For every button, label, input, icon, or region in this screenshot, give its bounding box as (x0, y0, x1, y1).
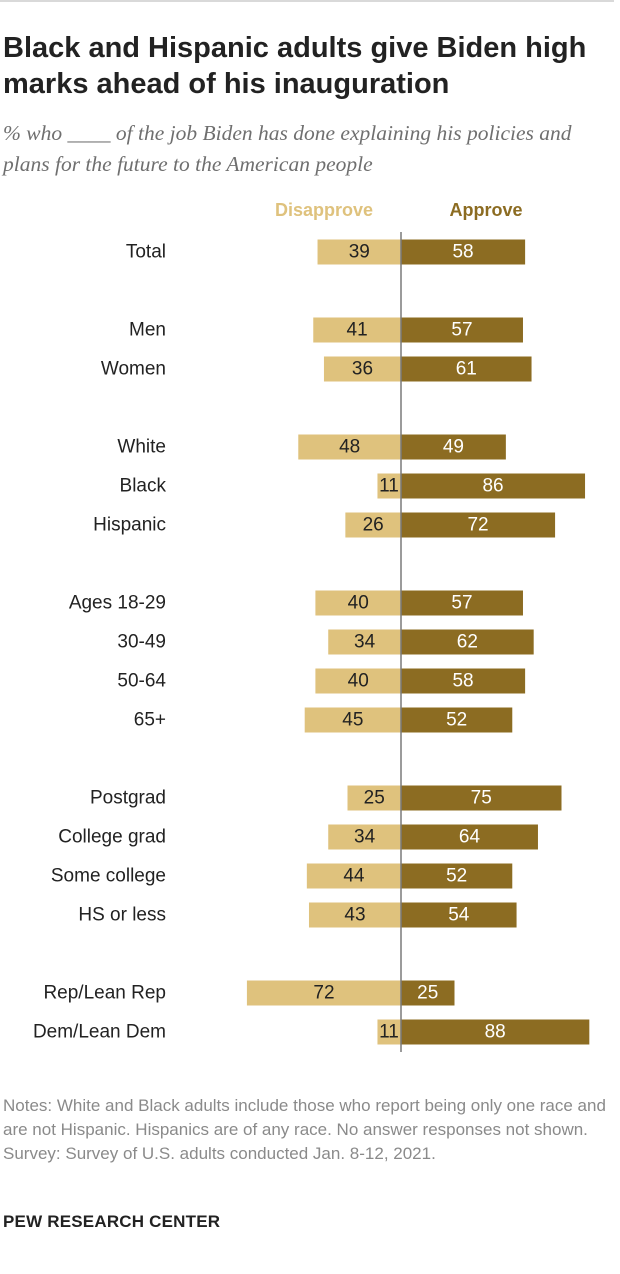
bar-disapprove-30-49 (328, 629, 401, 655)
value-approve-dem-lean-dem: 88 (485, 1022, 506, 1043)
bar-disapprove-hs-or-less (308, 902, 401, 928)
value-approve-college-grad: 64 (459, 827, 481, 848)
value-disapprove-some-college: 44 (343, 866, 365, 887)
value-approve-total: 58 (452, 242, 473, 263)
bar-disapprove-dem-lean-dem (377, 1019, 401, 1045)
value-disapprove-ages-18-29: 40 (348, 593, 369, 614)
bar-approve-total (401, 239, 526, 265)
value-approve-30-49: 62 (457, 632, 478, 653)
bar-disapprove-postgrad (347, 785, 401, 811)
row-label-white: White (117, 437, 166, 458)
bar-approve-dem-lean-dem (401, 1019, 590, 1045)
value-disapprove-30-49: 34 (354, 632, 376, 653)
bar-disapprove-total (317, 239, 401, 265)
bar-disapprove-white (298, 434, 401, 460)
bar-approve-30-49 (401, 629, 534, 655)
value-disapprove-postgrad: 25 (364, 788, 385, 809)
bar-approve-50-64 (401, 668, 526, 694)
bar-disapprove-65 (304, 707, 401, 733)
bar-disapprove-50-64 (315, 668, 401, 694)
bar-disapprove-ages-18-29 (315, 590, 401, 616)
value-approve-postgrad: 75 (471, 788, 492, 809)
value-approve-50-64: 58 (452, 671, 473, 692)
row-label-hispanic: Hispanic (93, 515, 166, 536)
diverging-bar-chart: Disapprove Approve Total 39 58 Men 41 57 Women 36… (33, 200, 590, 1052)
value-disapprove-black: 11 (379, 476, 399, 497)
row-label-hs-or-less: HS or less (78, 905, 166, 926)
value-disapprove-men: 41 (347, 320, 368, 341)
bar-approve-rep-lean-rep (401, 980, 455, 1006)
row-label-college-grad: College grad (58, 827, 166, 848)
row-label-black: Black (120, 476, 167, 497)
value-disapprove-dem-lean-dem: 11 (379, 1022, 399, 1043)
value-disapprove-college-grad: 34 (354, 827, 376, 848)
row-label-dem-lean-dem: Dem/Lean Dem (33, 1022, 166, 1043)
row-label-50-64: 50-64 (117, 671, 166, 692)
bar-disapprove-college-grad (328, 824, 401, 850)
value-approve-white: 49 (443, 437, 464, 458)
row-label-65: 65+ (134, 710, 166, 731)
row-label-postgrad: Postgrad (90, 788, 166, 809)
bar-disapprove-women (323, 356, 401, 382)
value-approve-rep-lean-rep: 25 (417, 983, 438, 1004)
bar-disapprove-rep-lean-rep (246, 980, 401, 1006)
chart-title: Black and Hispanic adults give Biden hig… (3, 32, 587, 100)
value-disapprove-women: 36 (352, 359, 373, 380)
bar-approve-white (401, 434, 506, 460)
bar-disapprove-hispanic (345, 512, 401, 538)
row-label-total: Total (126, 242, 166, 263)
value-approve-hispanic: 72 (467, 515, 488, 536)
value-disapprove-rep-lean-rep: 72 (313, 983, 334, 1004)
bar-approve-postgrad (401, 785, 562, 811)
row-label-30-49: 30-49 (117, 632, 166, 653)
row-label-women: Women (101, 359, 166, 380)
row-label-ages-18-29: Ages 18-29 (69, 593, 166, 614)
top-rule (0, 0, 614, 2)
row-label-rep-lean-rep: Rep/Lean Rep (43, 983, 166, 1004)
value-disapprove-hs-or-less: 43 (344, 905, 365, 926)
bar-disapprove-some-college (306, 863, 401, 889)
chart-subtitle: % who ____ of the job Biden has done exp… (3, 121, 572, 176)
value-disapprove-hispanic: 26 (363, 515, 384, 536)
value-approve-women: 61 (456, 359, 477, 380)
bar-approve-hispanic (401, 512, 556, 538)
bar-approve-men (401, 317, 523, 343)
bar-disapprove-black (377, 473, 401, 499)
value-disapprove-50-64: 40 (348, 671, 369, 692)
notes: Notes: White and Black adults include th… (3, 1094, 613, 1166)
value-approve-65: 52 (446, 710, 467, 731)
bar-approve-black (401, 473, 586, 499)
bar-approve-some-college (401, 863, 513, 889)
value-approve-men: 57 (451, 320, 472, 341)
bar-disapprove-men (313, 317, 401, 343)
bar-approve-college-grad (401, 824, 538, 850)
value-disapprove-white: 48 (339, 437, 360, 458)
row-label-some-college: Some college (51, 866, 166, 887)
source-credit: PEW RESEARCH CENTER (3, 1212, 221, 1231)
bar-approve-women (401, 356, 532, 382)
value-approve-hs-or-less: 54 (448, 905, 470, 926)
bar-approve-ages-18-29 (401, 590, 523, 616)
bar-approve-65 (401, 707, 513, 733)
survey-text: Survey: Survey of U.S. adults conducted … (3, 1144, 436, 1163)
notes-text: Notes: White and Black adults include th… (3, 1096, 606, 1139)
value-disapprove-total: 39 (349, 242, 370, 263)
value-disapprove-65: 45 (342, 710, 363, 731)
value-approve-black: 86 (482, 476, 503, 497)
bar-approve-hs-or-less (401, 902, 517, 928)
value-approve-some-college: 52 (446, 866, 467, 887)
row-label-men: Men (129, 320, 166, 341)
legend-approve: Approve (449, 200, 522, 220)
legend-disapprove: Disapprove (275, 200, 373, 220)
value-approve-ages-18-29: 57 (451, 593, 472, 614)
